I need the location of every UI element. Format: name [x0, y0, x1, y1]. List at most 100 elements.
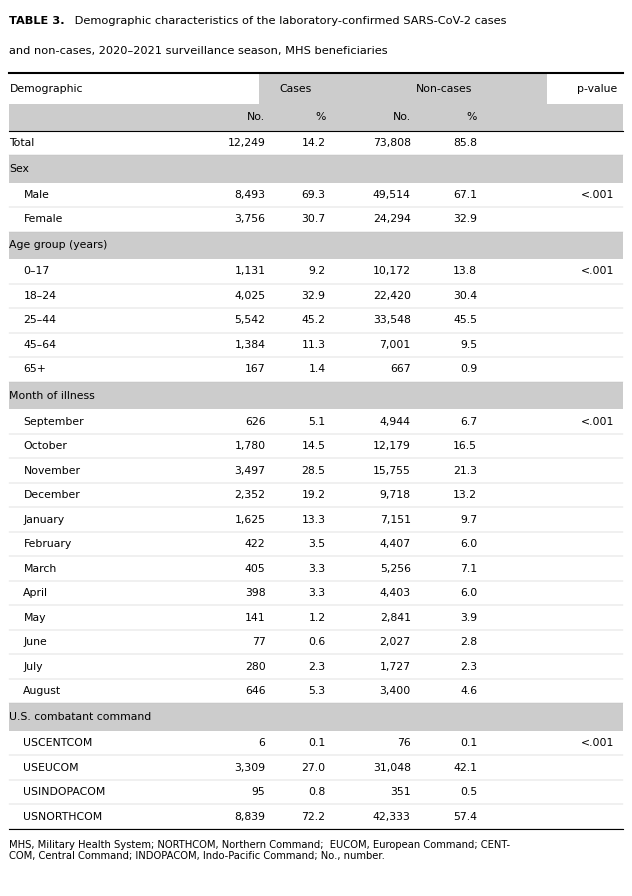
Text: USEUCOM: USEUCOM	[23, 762, 79, 772]
Text: 27.0: 27.0	[301, 762, 325, 772]
Text: 1,384: 1,384	[234, 340, 265, 350]
Text: 2.8: 2.8	[460, 637, 477, 647]
Bar	[9, 104, 623, 131]
Bar	[404, 73, 547, 104]
Text: 45.5: 45.5	[453, 315, 477, 325]
Text: 8,839: 8,839	[234, 812, 265, 822]
Text: Cases: Cases	[279, 84, 312, 94]
Text: 0.5: 0.5	[460, 787, 477, 797]
Text: 0.9: 0.9	[460, 365, 477, 375]
Text: 12,179: 12,179	[373, 441, 411, 451]
Text: Male: Male	[23, 190, 49, 200]
Text: USINDOPACOM: USINDOPACOM	[23, 787, 106, 797]
Text: January: January	[23, 514, 64, 524]
Text: 5,542: 5,542	[234, 315, 265, 325]
Text: 0.1: 0.1	[308, 738, 325, 748]
Text: 73,808: 73,808	[373, 138, 411, 148]
Text: 5.1: 5.1	[308, 417, 325, 426]
Text: February: February	[23, 539, 71, 549]
Text: %: %	[467, 112, 477, 123]
Text: 422: 422	[245, 539, 265, 549]
Text: Non-cases: Non-cases	[416, 84, 473, 94]
Text: Demographic characteristics of the laboratory-confirmed SARS-CoV-2 cases: Demographic characteristics of the labor…	[71, 16, 506, 26]
Text: 4,944: 4,944	[380, 417, 411, 426]
Text: 24,294: 24,294	[373, 214, 411, 224]
Text: 405: 405	[245, 564, 265, 573]
Text: 85.8: 85.8	[453, 138, 477, 148]
Text: 42.1: 42.1	[453, 762, 477, 772]
Text: 0.8: 0.8	[308, 787, 325, 797]
Text: No.: No.	[247, 112, 265, 123]
Text: 4,407: 4,407	[380, 539, 411, 549]
Text: 67.1: 67.1	[453, 190, 477, 200]
Text: 6.0: 6.0	[460, 588, 477, 598]
Text: June: June	[23, 637, 47, 647]
Text: 16.5: 16.5	[453, 441, 477, 451]
Text: 351: 351	[390, 787, 411, 797]
Text: 3.9: 3.9	[460, 613, 477, 623]
Text: 77: 77	[252, 637, 265, 647]
Text: 3.5: 3.5	[308, 539, 325, 549]
Bar	[259, 73, 404, 104]
Text: TABLE 3.: TABLE 3.	[9, 16, 65, 26]
Text: 141: 141	[245, 613, 265, 623]
Text: 49,514: 49,514	[373, 190, 411, 200]
Text: 12,249: 12,249	[228, 138, 265, 148]
Text: 45–64: 45–64	[23, 340, 56, 350]
Text: 0.6: 0.6	[308, 637, 325, 647]
Text: 7,001: 7,001	[380, 340, 411, 350]
Text: 4,403: 4,403	[380, 588, 411, 598]
Text: 2.3: 2.3	[308, 661, 325, 671]
Text: 9.7: 9.7	[460, 514, 477, 524]
Text: 25–44: 25–44	[23, 315, 56, 325]
Text: 4.6: 4.6	[460, 686, 477, 696]
Text: 9.2: 9.2	[308, 266, 325, 277]
Text: 95: 95	[252, 787, 265, 797]
Text: 14.2: 14.2	[301, 138, 325, 148]
Text: <.001: <.001	[581, 190, 614, 200]
Text: 69.3: 69.3	[301, 190, 325, 200]
Text: 32.9: 32.9	[301, 291, 325, 301]
Text: USNORTHCOM: USNORTHCOM	[23, 812, 102, 822]
Text: 167: 167	[245, 365, 265, 375]
Text: <.001: <.001	[581, 266, 614, 277]
Text: No.: No.	[392, 112, 411, 123]
Text: 2,352: 2,352	[234, 490, 265, 500]
Text: 3,756: 3,756	[234, 214, 265, 224]
Text: 0–17: 0–17	[23, 266, 50, 277]
Text: 2,027: 2,027	[380, 637, 411, 647]
Text: 31,048: 31,048	[373, 762, 411, 772]
Text: p-value: p-value	[577, 84, 617, 94]
Text: 6: 6	[258, 738, 265, 748]
Text: 10,172: 10,172	[373, 266, 411, 277]
Text: %: %	[315, 112, 325, 123]
Text: December: December	[23, 490, 80, 500]
Text: Age group (years): Age group (years)	[9, 240, 108, 251]
Text: 33,548: 33,548	[373, 315, 411, 325]
Text: 57.4: 57.4	[453, 812, 477, 822]
Text: 19.2: 19.2	[301, 490, 325, 500]
Text: 30.7: 30.7	[301, 214, 325, 224]
Text: 646: 646	[245, 686, 265, 696]
Text: 9.5: 9.5	[460, 340, 477, 350]
Text: Month of illness: Month of illness	[9, 391, 95, 401]
Text: 45.2: 45.2	[301, 315, 325, 325]
Text: 9,718: 9,718	[380, 490, 411, 500]
Text: Demographic: Demographic	[9, 84, 83, 94]
Text: and non-cases, 2020–2021 surveillance season, MHS beneficiaries: and non-cases, 2020–2021 surveillance se…	[9, 46, 388, 56]
Text: 5,256: 5,256	[380, 564, 411, 573]
Text: 398: 398	[245, 588, 265, 598]
Text: <.001: <.001	[581, 738, 614, 748]
Text: 1.4: 1.4	[308, 365, 325, 375]
Text: 3.3: 3.3	[308, 588, 325, 598]
Text: 1,625: 1,625	[234, 514, 265, 524]
Text: 5.3: 5.3	[308, 686, 325, 696]
Text: March: March	[23, 564, 57, 573]
Text: 7.1: 7.1	[460, 564, 477, 573]
Text: 22,420: 22,420	[373, 291, 411, 301]
Text: 6.7: 6.7	[460, 417, 477, 426]
Text: 3.3: 3.3	[308, 564, 325, 573]
Text: 11.3: 11.3	[301, 340, 325, 350]
Text: U.S. combatant command: U.S. combatant command	[9, 712, 152, 722]
Text: 1,131: 1,131	[234, 266, 265, 277]
